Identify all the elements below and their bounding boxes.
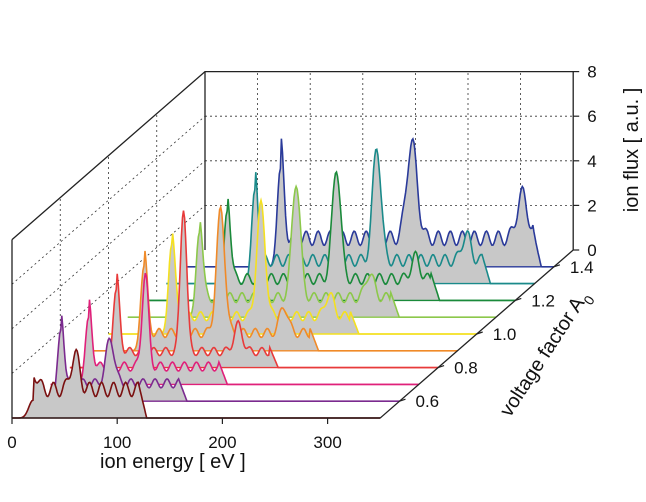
y-axis-title-text: voltage factor A [496, 293, 590, 421]
series-fill [50, 273, 419, 385]
series-fill [185, 138, 554, 267]
x-tick-label: 0 [7, 433, 16, 452]
y-tick-mark [476, 331, 483, 335]
y-tick-label: 0.6 [416, 392, 440, 411]
y-tick-label: 1.2 [531, 291, 555, 310]
x-tick-label: 300 [313, 433, 341, 452]
z-tick-label: 8 [587, 63, 596, 82]
z-axis-title-text: ion flux [ a.u. ] [621, 88, 643, 213]
y-tick-mark [399, 398, 406, 402]
z-axis-title: ion flux [ a.u. ] [621, 88, 643, 213]
x-tick-label: 200 [208, 433, 236, 452]
y-tick-label: 1.4 [570, 258, 594, 277]
z-tick-label: 2 [587, 196, 596, 215]
z-tick-label: 6 [587, 107, 596, 126]
y-tick-mark [515, 297, 522, 301]
y-tick-mark [437, 365, 445, 369]
y-tick-label: 1.0 [493, 325, 517, 344]
y-tick-label: 0.8 [454, 359, 478, 378]
series-fill [12, 349, 381, 418]
series-fill [127, 186, 497, 318]
z-tick-label: 0 [587, 241, 596, 260]
y-tick-mark [553, 264, 561, 268]
series-layer [12, 137, 554, 419]
grid-layer [11, 70, 574, 418]
x-axis-title: ion energy [ eV ] [100, 451, 246, 473]
z-tick-label: 4 [587, 152, 596, 171]
x-tick-label: 100 [103, 433, 131, 452]
series-fill [147, 172, 516, 301]
